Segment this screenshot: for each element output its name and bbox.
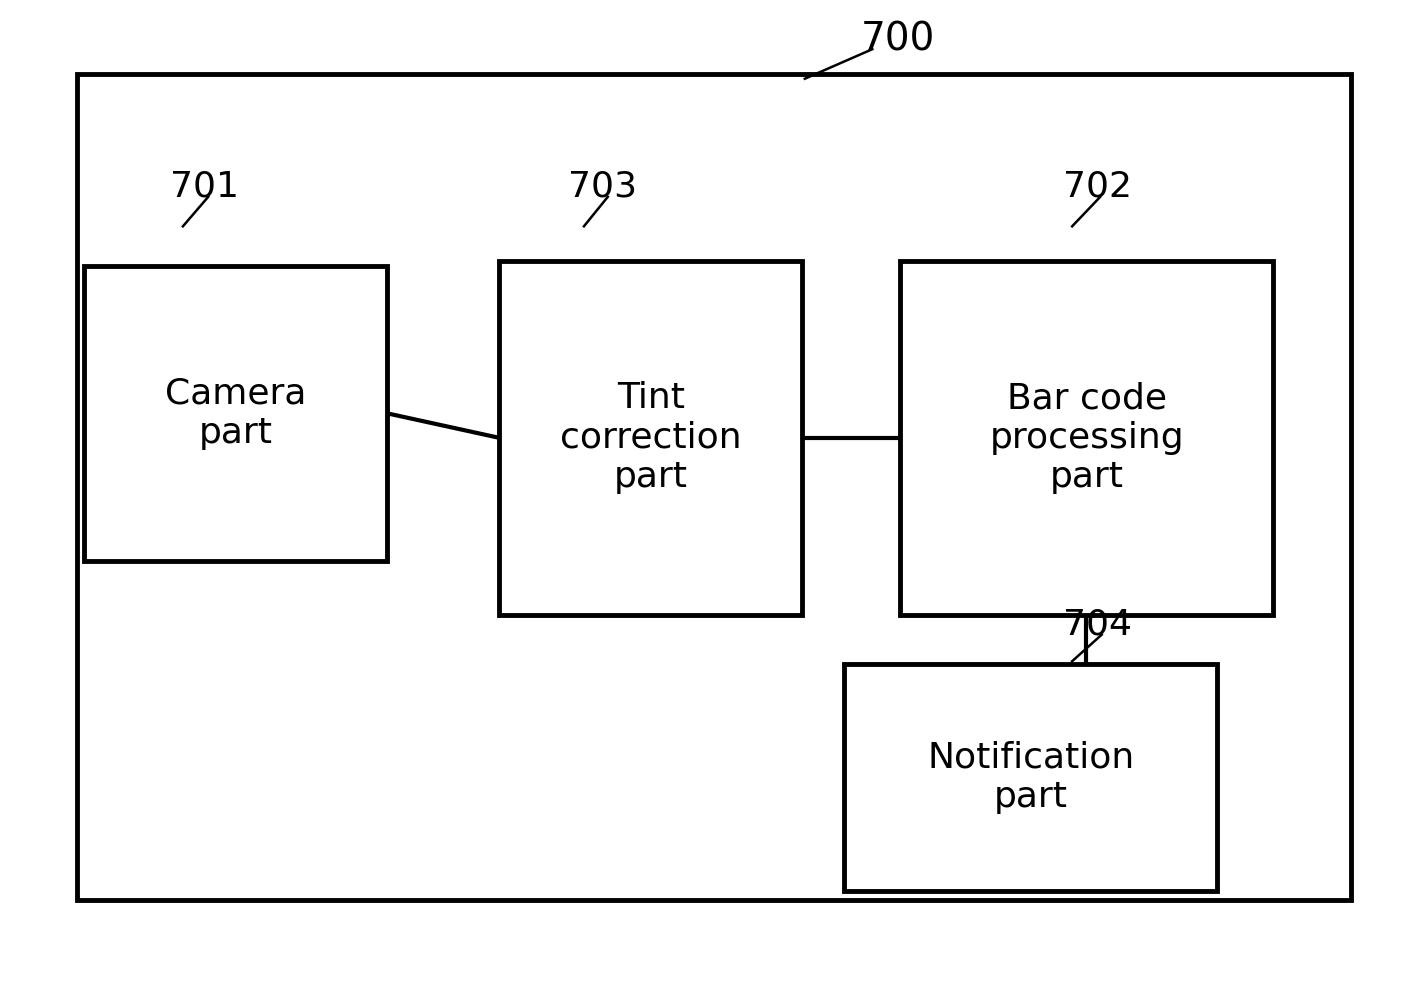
Text: Notification
part: Notification part	[927, 741, 1134, 814]
Bar	[84, 266, 387, 561]
Text: 703: 703	[567, 170, 637, 204]
Bar	[499, 261, 802, 615]
Text: 702: 702	[1062, 170, 1133, 204]
Text: Camera
part: Camera part	[165, 377, 307, 450]
Bar	[900, 261, 1273, 615]
Text: 700: 700	[861, 21, 934, 58]
Text: Tint
correction
part: Tint correction part	[560, 382, 741, 494]
Text: Bar code
processing
part: Bar code processing part	[989, 382, 1185, 494]
Bar	[77, 74, 1351, 900]
Text: 704: 704	[1062, 608, 1133, 642]
Text: 701: 701	[169, 170, 239, 204]
Bar	[844, 664, 1217, 891]
